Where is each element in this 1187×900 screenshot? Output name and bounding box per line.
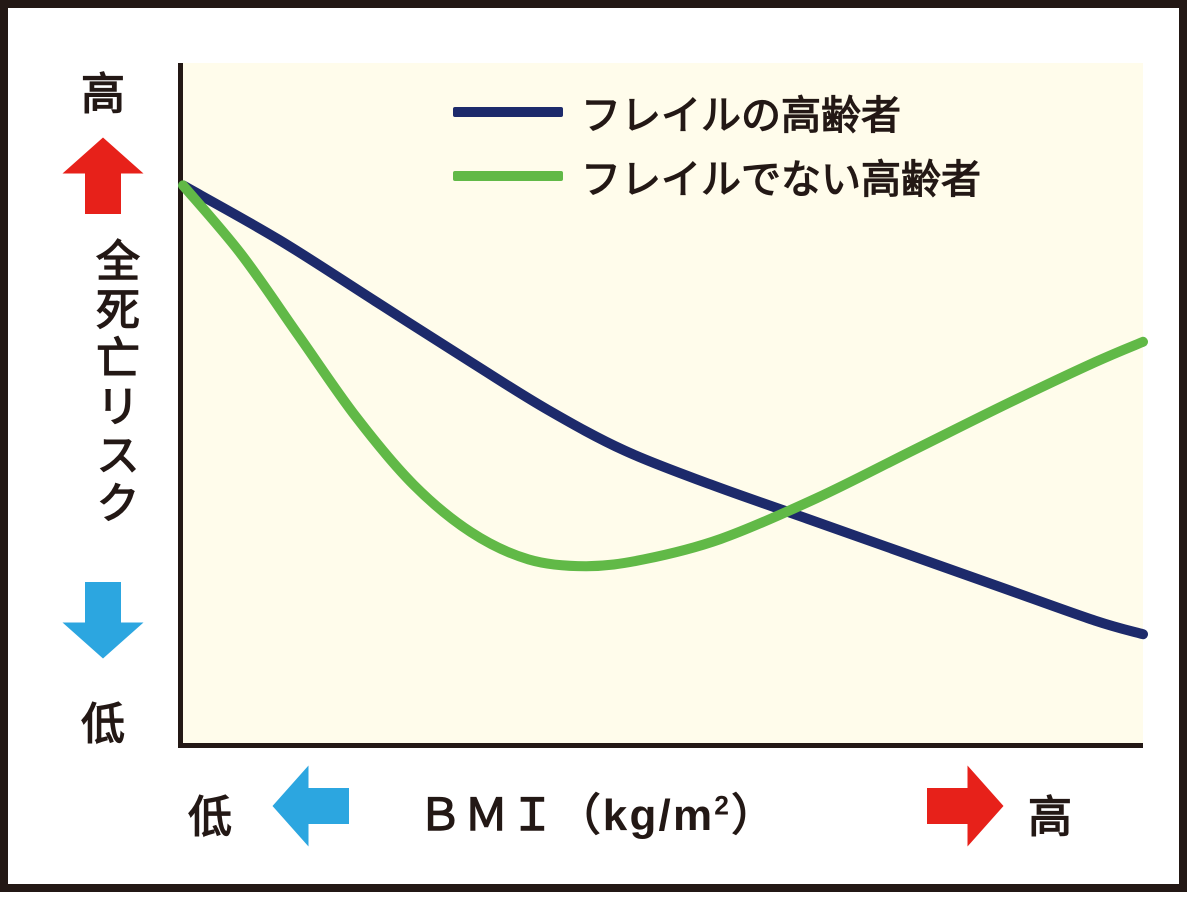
- legend: フレイルの高齢者フレイルでない高齢者: [453, 83, 981, 211]
- arrow-left-icon: [268, 761, 358, 851]
- x-axis-title: ＢＭＩ（kg/m2）: [418, 779, 777, 843]
- x-high-label: 高: [1028, 781, 1072, 845]
- arrow-right-icon: [918, 761, 1008, 851]
- legend-item: フレイルでない高齢者: [453, 147, 981, 205]
- arrow-up-icon: [58, 133, 148, 223]
- x-low-label: 低: [188, 781, 232, 845]
- y-axis-title: 全死亡リスク: [81, 238, 145, 528]
- legend-label: フレイルでない高齢者: [581, 147, 981, 205]
- legend-swatch: [453, 171, 563, 181]
- legend-item: フレイルの高齢者: [453, 83, 981, 141]
- y-low-label: 低: [81, 688, 125, 752]
- series-nonfrail: [183, 185, 1143, 566]
- y-high-label: 高: [81, 58, 125, 122]
- x-axis-title-text: ＢＭＩ（kg/m: [418, 791, 714, 840]
- legend-label: フレイルの高齢者: [581, 83, 901, 141]
- arrow-down-icon: [58, 573, 148, 663]
- chart-frame: 高 全死亡リスク 低 低 ＢＭＩ（kg/m2） 高 フレイルの高齢者フレイルでな…: [0, 0, 1187, 892]
- legend-swatch: [453, 107, 563, 117]
